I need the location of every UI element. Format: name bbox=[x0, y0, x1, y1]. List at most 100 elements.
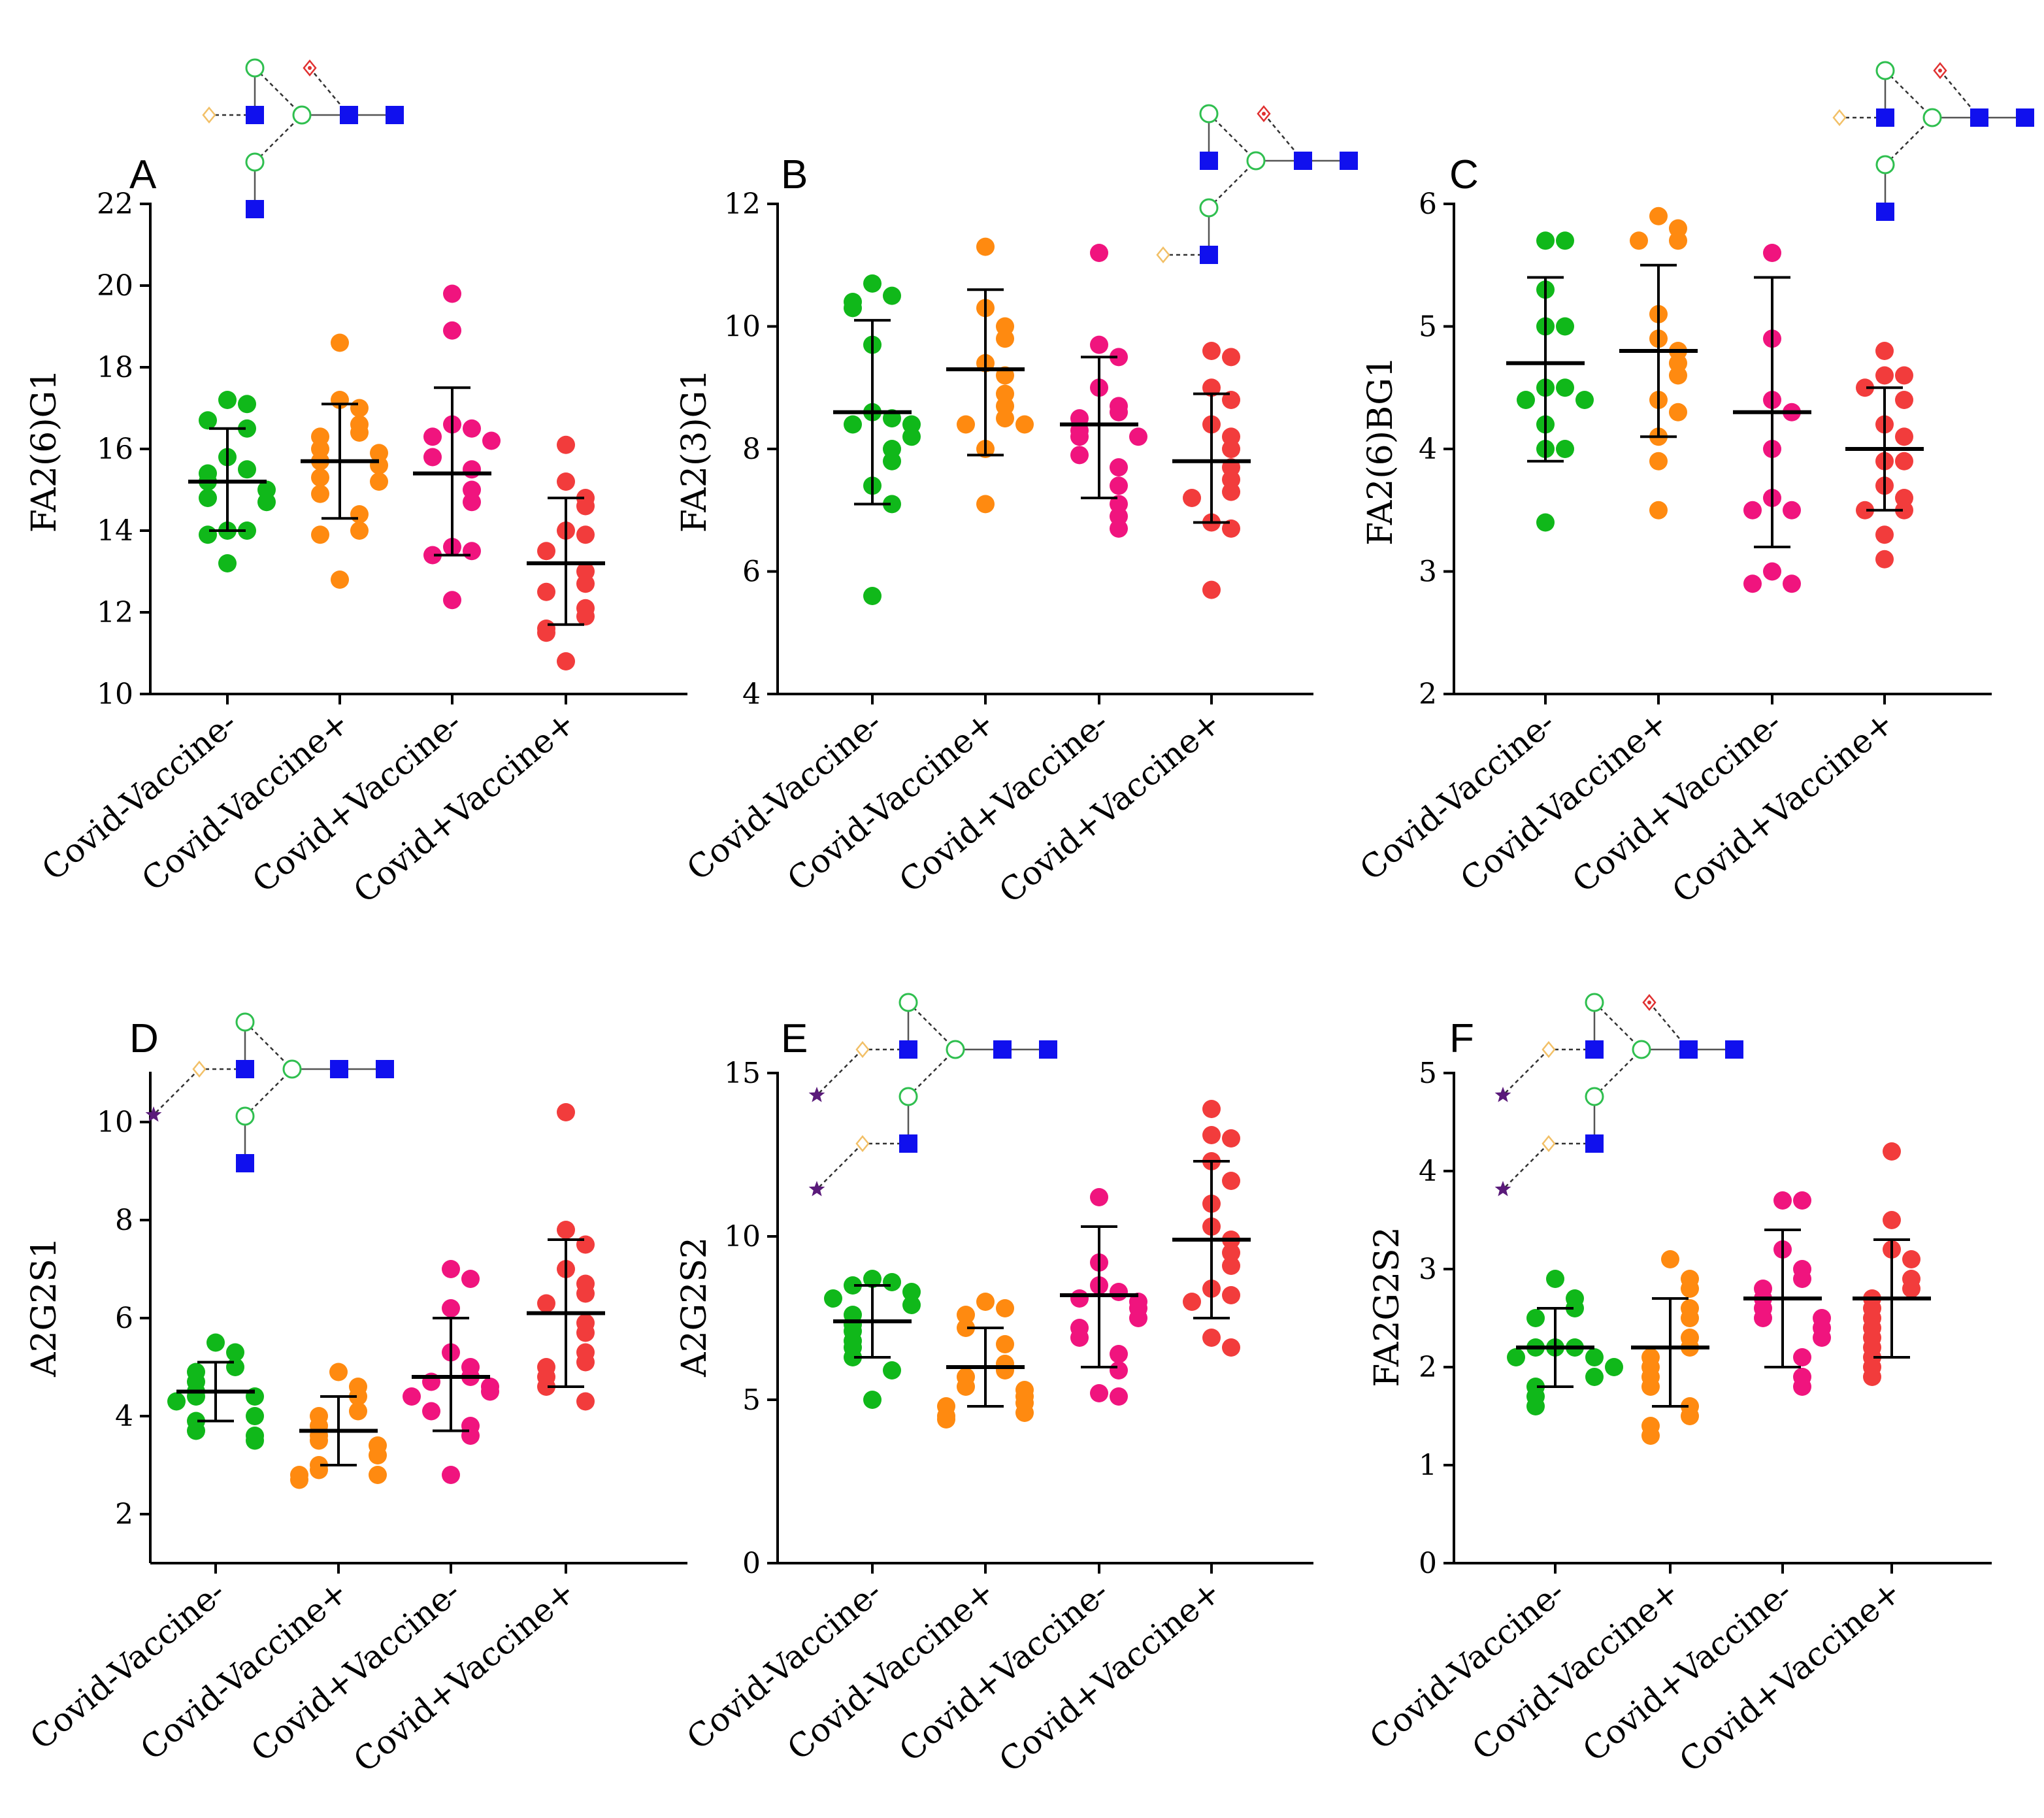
data-point bbox=[257, 493, 276, 512]
core-glcnac-square bbox=[376, 1060, 394, 1078]
data-point bbox=[226, 1343, 244, 1362]
y-tick-label: 22 bbox=[97, 188, 133, 221]
mannose-circle bbox=[946, 1040, 965, 1059]
data-point bbox=[557, 1103, 575, 1121]
x-tick-label: Covid+Vaccine- bbox=[244, 1573, 468, 1770]
glycan-structure-icon bbox=[1832, 61, 2034, 221]
data-point bbox=[883, 452, 901, 471]
data-point bbox=[246, 1431, 264, 1450]
data-point bbox=[310, 1461, 328, 1479]
data-point bbox=[1110, 1361, 1128, 1380]
data-point bbox=[844, 1276, 862, 1295]
x-tick-label: Covid-Vaccine+ bbox=[780, 1573, 1002, 1768]
data-point bbox=[463, 493, 481, 512]
data-point bbox=[1202, 1126, 1221, 1144]
data-point bbox=[1813, 1329, 1831, 1347]
data-point bbox=[957, 1306, 975, 1324]
panel-letter: E bbox=[781, 1016, 808, 1061]
data-point bbox=[463, 460, 481, 479]
mannose-circle bbox=[245, 152, 265, 172]
data-point bbox=[902, 1296, 921, 1314]
data-point bbox=[537, 542, 555, 561]
panel-letter: B bbox=[781, 152, 808, 197]
glycan-bond bbox=[1208, 160, 1257, 208]
data-point bbox=[1110, 403, 1128, 421]
x-tick-label: Covid-Vaccine+ bbox=[133, 1573, 355, 1768]
data-point bbox=[423, 448, 442, 467]
data-point bbox=[1895, 391, 1913, 409]
data-point bbox=[576, 1323, 595, 1342]
data-point bbox=[1090, 1384, 1108, 1402]
data-point bbox=[443, 591, 461, 610]
mannose-circle bbox=[235, 1012, 255, 1032]
data-point bbox=[1763, 562, 1781, 581]
glcnac-square bbox=[236, 1060, 254, 1078]
glcnac-square bbox=[246, 106, 264, 124]
galactose-diamond bbox=[1541, 1041, 1556, 1058]
mannose-circle bbox=[898, 993, 918, 1012]
data-point bbox=[1902, 1280, 1920, 1298]
galactose-diamond bbox=[202, 107, 216, 124]
data-point bbox=[1649, 207, 1668, 225]
glycan-bond bbox=[244, 1068, 293, 1117]
mannose-circle bbox=[1246, 151, 1266, 171]
glycan-bond bbox=[254, 67, 303, 116]
data-point bbox=[238, 419, 256, 438]
glcnac-square bbox=[246, 200, 264, 218]
data-point bbox=[1202, 1100, 1221, 1118]
y-tick-label: 12 bbox=[97, 596, 133, 629]
y-tick-label: 16 bbox=[97, 433, 133, 466]
mannose-circle bbox=[1875, 155, 1895, 174]
panel-f: 012345Covid-Vaccine-Covid-Vaccine+Covid+… bbox=[1362, 993, 1992, 1779]
data-point bbox=[199, 411, 217, 430]
data-point bbox=[1856, 378, 1874, 397]
glcnac-square bbox=[1200, 152, 1218, 170]
data-point bbox=[238, 460, 256, 479]
mannose-circle bbox=[1199, 198, 1219, 218]
data-point bbox=[1090, 244, 1108, 262]
y-tick-label: 6 bbox=[742, 555, 761, 589]
core-glcnac-square bbox=[1294, 152, 1312, 170]
core-glcnac-square bbox=[1725, 1040, 1743, 1059]
galactose-diamond bbox=[855, 1135, 870, 1152]
y-tick-label: 10 bbox=[724, 1220, 761, 1253]
y-tick-label: 1 bbox=[1419, 1449, 1437, 1482]
data-point bbox=[422, 1402, 440, 1421]
data-point bbox=[370, 456, 388, 474]
data-point bbox=[537, 582, 555, 601]
y-tick-label: 6 bbox=[115, 1302, 133, 1335]
data-point bbox=[350, 423, 369, 442]
glcnac-square bbox=[899, 1134, 917, 1153]
data-point bbox=[1110, 1283, 1128, 1301]
y-tick-label: 12 bbox=[724, 188, 761, 221]
data-point bbox=[1090, 335, 1108, 354]
y-tick-label: 6 bbox=[1419, 188, 1437, 221]
data-point bbox=[1556, 378, 1574, 397]
data-point bbox=[350, 399, 369, 418]
data-point bbox=[442, 1466, 460, 1484]
sialic-acid-star bbox=[808, 1087, 825, 1102]
data-point bbox=[1641, 1427, 1660, 1445]
sialic-acid-star bbox=[808, 1181, 825, 1197]
data-point bbox=[1793, 1378, 1811, 1396]
data-point bbox=[1895, 427, 1913, 446]
data-point bbox=[1202, 342, 1221, 360]
glycan-bond bbox=[153, 1068, 200, 1116]
data-point bbox=[1222, 1257, 1240, 1275]
data-point bbox=[1883, 1142, 1901, 1161]
glcnac-square bbox=[1585, 1040, 1604, 1059]
data-point bbox=[537, 1378, 555, 1396]
galactose-diamond bbox=[855, 1041, 870, 1058]
data-point bbox=[1585, 1368, 1604, 1386]
y-tick-label: 14 bbox=[97, 514, 133, 548]
data-point bbox=[863, 1391, 882, 1409]
glycan-structure-icon bbox=[1494, 993, 1743, 1197]
galactose-diamond bbox=[1832, 109, 1847, 126]
core-glcnac-square bbox=[2016, 108, 2034, 127]
data-point bbox=[576, 525, 595, 544]
core-glcnac-square bbox=[993, 1040, 1012, 1059]
x-tick-label: Covid+Vaccine- bbox=[245, 704, 469, 901]
x-tick-label: Covid-Vaccine- bbox=[680, 1573, 889, 1757]
data-point bbox=[537, 1294, 555, 1313]
